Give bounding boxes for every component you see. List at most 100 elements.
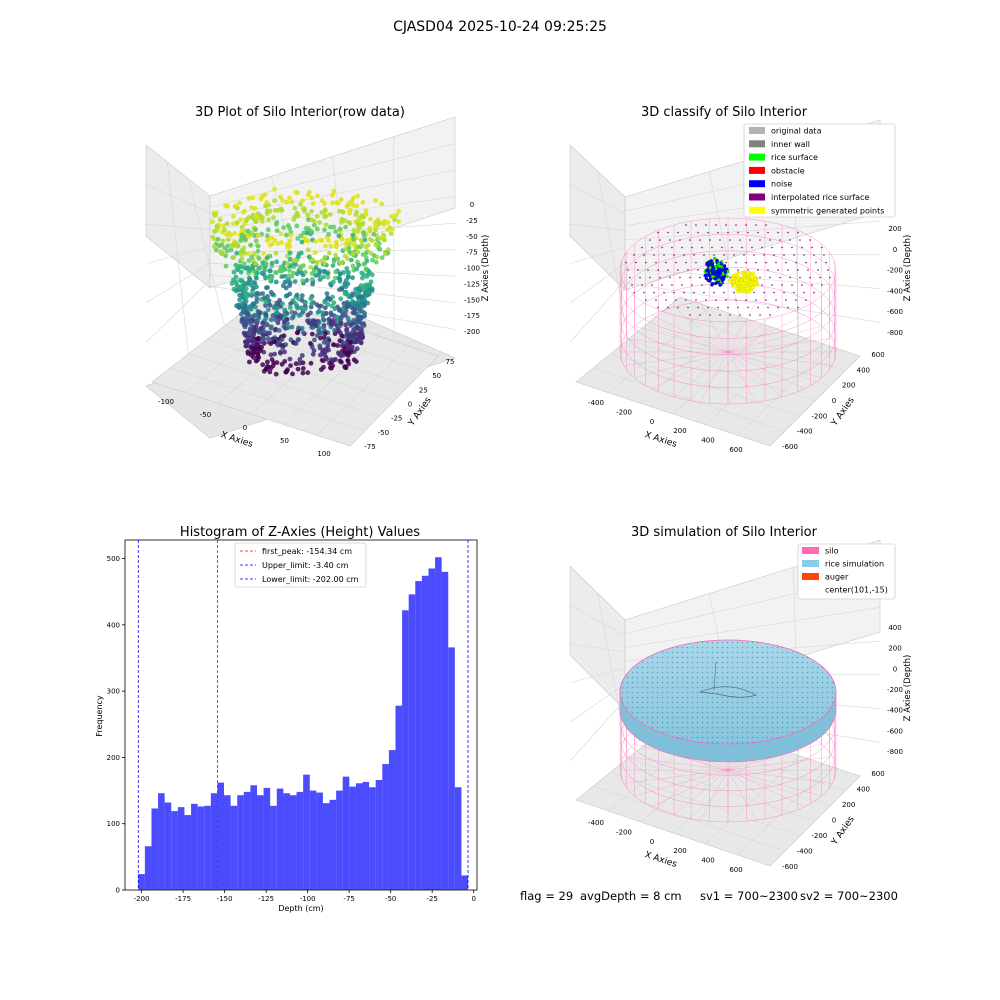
raw-point (283, 285, 289, 291)
raw-point (230, 221, 236, 227)
panel-classify: 3D classify of Silo Interior -400-200020… (569, 105, 913, 454)
raw-point (273, 221, 279, 227)
raw-point (244, 311, 250, 317)
classify-cluster-point (713, 277, 718, 281)
histogram-bar (138, 874, 145, 890)
simulation-back-pane (569, 565, 626, 711)
raw-z-ticks: 0 -25 -50 -75 -100 -125 -150 -175 -200 (464, 201, 480, 336)
simulation-y-tick-label: 0 (832, 817, 836, 825)
raw-point (358, 314, 363, 320)
classify-interpolated-point (667, 231, 669, 234)
histogram-bar (270, 805, 277, 890)
raw-point (261, 340, 267, 346)
classify-cluster-point (723, 270, 728, 275)
raw-point (326, 232, 332, 237)
histogram-bar (349, 786, 356, 890)
raw-point (285, 321, 290, 326)
classify-interpolated-point (795, 299, 797, 301)
raw-point (215, 236, 221, 242)
classify-interpolated-point (743, 254, 745, 256)
raw-point (309, 195, 314, 201)
raw-point (284, 293, 290, 299)
classify-interpolated-point (687, 231, 689, 234)
raw-point (288, 363, 293, 368)
wall-gridline (166, 161, 189, 354)
histogram-bar (461, 875, 469, 890)
simulation-x-tick-label: -400 (588, 819, 604, 827)
raw-point (275, 241, 281, 247)
raw-point (276, 328, 282, 333)
raw-point (347, 249, 352, 255)
raw-x-tick-label: -100 (158, 398, 174, 406)
classify-silo-spoke (727, 315, 805, 353)
raw-point (327, 360, 332, 366)
classify-interpolated-point (773, 254, 775, 256)
raw-point (298, 233, 304, 239)
classify-silo-spoke (651, 351, 729, 389)
raw-point (282, 307, 288, 313)
simulation-legend-box (797, 543, 896, 600)
raw-point (287, 305, 293, 310)
raw-point (268, 289, 274, 295)
classify-interpolated-point (685, 224, 687, 226)
classify-cluster-point (717, 264, 722, 268)
classify-cluster-point (723, 267, 727, 271)
histogram-bar (316, 792, 323, 890)
classify-silo-spoke (727, 351, 805, 389)
raw-point (248, 306, 254, 312)
raw-point (265, 285, 270, 290)
raw-point (298, 266, 303, 272)
raw-point (300, 278, 305, 283)
classify-interpolated-point (775, 299, 777, 301)
wall-gridline (569, 263, 626, 304)
wall-gridline (569, 223, 626, 231)
classify-z-tick-label: -600 (887, 308, 903, 316)
raw-point (241, 306, 246, 312)
raw-point (293, 301, 299, 307)
classify-x-tick-label: -400 (588, 399, 604, 407)
classify-interpolated-point (695, 299, 697, 301)
classify-legend-label: original data (771, 127, 822, 136)
classify-cluster-point (704, 276, 709, 281)
raw-back-pane (145, 144, 211, 289)
raw-point (337, 226, 343, 232)
raw-point (261, 251, 266, 256)
wall-gridline (569, 699, 626, 762)
raw-point (328, 365, 333, 371)
raw-point (344, 299, 350, 305)
raw-point (350, 291, 355, 297)
raw-point (251, 355, 256, 360)
classify-cluster-point (705, 268, 710, 272)
raw-point (320, 316, 326, 322)
raw-point (221, 223, 226, 229)
histogram-bar (309, 790, 317, 890)
raw-point (342, 282, 348, 288)
status-sv1: sv1 = 700~2300 (700, 889, 798, 903)
raw-point (362, 237, 368, 243)
raw-point (268, 268, 273, 274)
classify-symmetric-point (751, 285, 755, 289)
raw-point (314, 259, 320, 265)
raw-point (359, 304, 364, 309)
raw-point (278, 231, 284, 236)
raw-point (368, 279, 374, 285)
simulation-legend-swatch (802, 547, 819, 554)
raw-z-tick-label: -25 (466, 217, 477, 225)
classify-silo-spoke (699, 351, 729, 403)
classify-symmetric-point (740, 284, 744, 288)
raw-point (231, 213, 236, 219)
classify-interpolated-point (759, 276, 761, 279)
classify-symmetric-point (740, 271, 745, 275)
classify-interpolated-point (801, 284, 803, 286)
classify-interpolated-point (789, 239, 791, 241)
raw-point (310, 351, 316, 357)
histogram-bar (395, 705, 403, 890)
raw-point (313, 265, 319, 270)
classify-cluster-point (708, 266, 712, 270)
classify-legend-swatch (749, 193, 765, 201)
classify-x-tick-label: 0 (650, 418, 654, 426)
raw-point (303, 299, 308, 305)
histogram-bar (204, 805, 211, 890)
classify-interpolated-point (821, 246, 823, 249)
classify-interpolated-point (753, 254, 755, 256)
